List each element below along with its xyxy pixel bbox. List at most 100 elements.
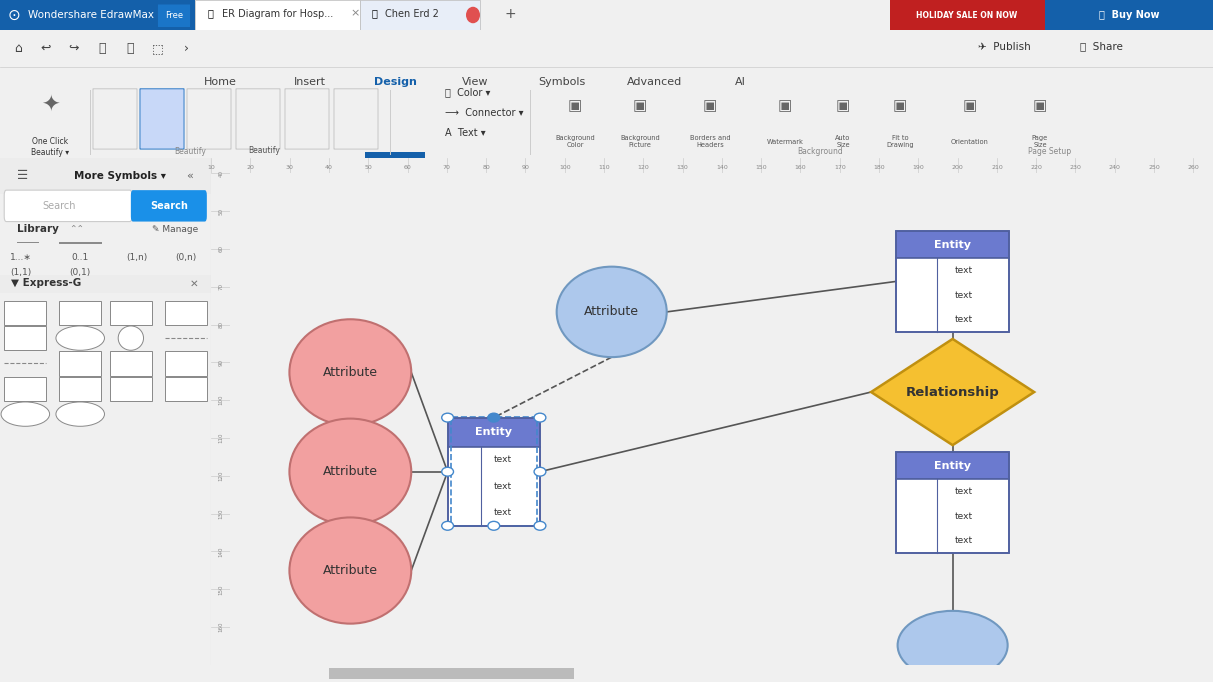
Text: ✈  Publish: ✈ Publish — [978, 42, 1031, 52]
Text: ✦: ✦ — [41, 95, 59, 115]
Text: 70: 70 — [218, 283, 223, 291]
Text: Entity: Entity — [934, 461, 972, 471]
Text: 100: 100 — [218, 395, 223, 405]
Bar — [0, 0, 195, 30]
Text: 140: 140 — [716, 166, 728, 170]
Text: 140: 140 — [218, 546, 223, 557]
Text: (1,1): (1,1) — [11, 268, 32, 277]
Text: 240: 240 — [1109, 166, 1121, 170]
Text: text: text — [955, 487, 973, 496]
Ellipse shape — [56, 402, 104, 426]
FancyBboxPatch shape — [4, 301, 46, 325]
Ellipse shape — [290, 419, 411, 525]
Ellipse shape — [488, 413, 500, 422]
Text: Entity: Entity — [934, 239, 972, 250]
FancyBboxPatch shape — [165, 376, 207, 401]
Text: ▣: ▣ — [568, 98, 582, 113]
Text: 150: 150 — [756, 166, 767, 170]
Text: 190: 190 — [912, 166, 924, 170]
FancyBboxPatch shape — [109, 301, 152, 325]
Text: 250: 250 — [1149, 166, 1160, 170]
Text: View: View — [462, 77, 489, 87]
FancyBboxPatch shape — [4, 326, 46, 351]
FancyBboxPatch shape — [59, 351, 102, 376]
Ellipse shape — [557, 267, 667, 357]
Ellipse shape — [442, 521, 454, 530]
Bar — [448, 417, 540, 447]
Text: Beautify: Beautify — [249, 147, 280, 155]
Ellipse shape — [290, 319, 411, 426]
Ellipse shape — [56, 326, 104, 351]
Text: Attribute: Attribute — [323, 366, 377, 379]
FancyBboxPatch shape — [131, 190, 207, 222]
Text: (1,n): (1,n) — [126, 252, 148, 261]
FancyBboxPatch shape — [4, 376, 46, 401]
FancyBboxPatch shape — [237, 89, 280, 149]
Text: 80: 80 — [218, 321, 223, 328]
Text: ▣: ▣ — [963, 98, 978, 113]
Text: (0,n): (0,n) — [175, 252, 197, 261]
Text: Background
Picture: Background Picture — [620, 135, 660, 148]
Text: ▼ Express-G: ▼ Express-G — [11, 278, 81, 288]
Text: Beautify: Beautify — [173, 147, 206, 156]
Text: 60: 60 — [404, 166, 411, 170]
FancyBboxPatch shape — [139, 89, 184, 149]
Text: ⟶  Connector ▾: ⟶ Connector ▾ — [445, 108, 524, 117]
Text: Library: Library — [17, 224, 58, 234]
Text: Beautify ▾: Beautify ▾ — [32, 148, 69, 158]
Text: More Symbols ▾: More Symbols ▾ — [74, 171, 166, 181]
Text: +: + — [505, 7, 517, 20]
Text: 80: 80 — [483, 166, 490, 170]
Text: ER Diagram for Hosp...: ER Diagram for Hosp... — [222, 8, 334, 18]
Text: ›: › — [183, 42, 188, 55]
Text: ▣: ▣ — [836, 98, 850, 113]
Text: 130: 130 — [677, 166, 689, 170]
Text: Attribute: Attribute — [323, 564, 377, 577]
Bar — [0, 158, 211, 194]
Text: 120: 120 — [637, 166, 649, 170]
Text: ×: × — [351, 8, 359, 18]
Ellipse shape — [466, 7, 480, 23]
Ellipse shape — [534, 413, 546, 422]
Text: 200: 200 — [952, 166, 963, 170]
Text: Attribute: Attribute — [585, 306, 639, 318]
Text: AI: AI — [735, 77, 746, 87]
Text: 0..1: 0..1 — [72, 252, 89, 261]
Text: text: text — [955, 512, 973, 521]
Text: 📄: 📄 — [372, 8, 378, 18]
Text: Background
Color: Background Color — [556, 135, 594, 148]
Text: 🎨  Color ▾: 🎨 Color ▾ — [445, 87, 490, 98]
Text: Background: Background — [797, 147, 843, 156]
Bar — [896, 231, 1009, 332]
FancyBboxPatch shape — [158, 5, 190, 27]
Text: Chen Erd 2: Chen Erd 2 — [385, 8, 439, 18]
Bar — [896, 452, 1009, 479]
Ellipse shape — [488, 521, 500, 530]
FancyBboxPatch shape — [93, 89, 137, 149]
Text: Watermark: Watermark — [767, 138, 803, 145]
FancyBboxPatch shape — [285, 89, 329, 149]
Text: ↩: ↩ — [41, 42, 51, 55]
Text: Orientation: Orientation — [951, 138, 989, 145]
Text: ▣: ▣ — [778, 98, 792, 113]
Text: text: text — [955, 315, 973, 324]
Text: 160: 160 — [795, 166, 807, 170]
Text: 90: 90 — [218, 359, 223, 366]
Bar — [360, 0, 480, 30]
Text: ▣: ▣ — [1032, 98, 1047, 113]
Text: Auto
Size: Auto Size — [836, 135, 850, 148]
Text: 90: 90 — [522, 166, 529, 170]
Text: 💾: 💾 — [98, 42, 106, 55]
Text: 110: 110 — [598, 166, 610, 170]
Bar — [896, 479, 1009, 553]
Text: 50: 50 — [218, 207, 223, 215]
Text: 🔗  Share: 🔗 Share — [1080, 42, 1123, 52]
Bar — [450, 417, 537, 527]
FancyBboxPatch shape — [334, 89, 378, 149]
Bar — [1046, 0, 1213, 30]
Text: 230: 230 — [1070, 166, 1082, 170]
Text: Insert: Insert — [294, 77, 326, 87]
FancyBboxPatch shape — [59, 301, 102, 325]
Text: Search: Search — [42, 201, 75, 211]
Bar — [448, 417, 540, 526]
